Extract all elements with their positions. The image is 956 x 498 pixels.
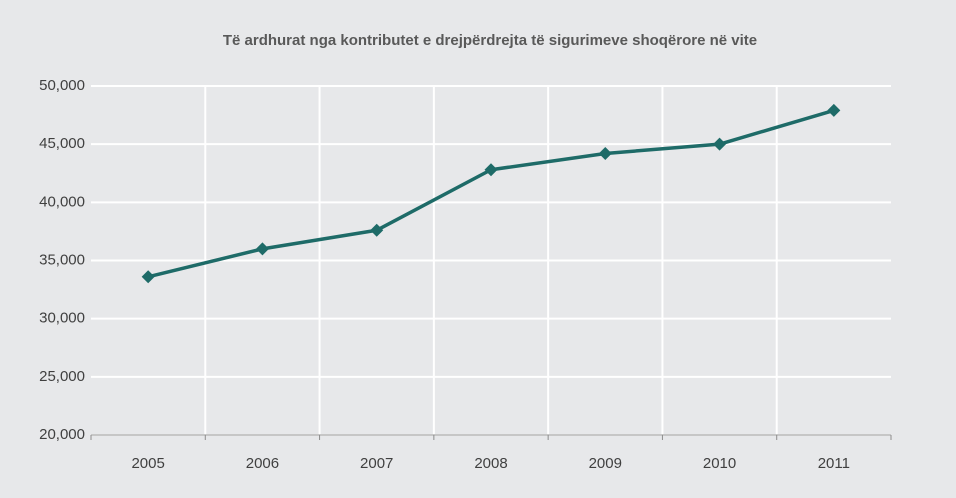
x-tick-label: 2010 [703, 455, 736, 472]
x-tick-label: 2007 [360, 455, 393, 472]
data-marker [370, 223, 384, 237]
y-tick-label: 40,000 [39, 193, 85, 210]
data-marker [598, 146, 612, 160]
data-marker [255, 242, 269, 256]
y-tick-label: 35,000 [39, 251, 85, 268]
x-tick-label: 2009 [589, 455, 622, 472]
x-tick-label: 2005 [131, 455, 164, 472]
y-tick-label: 45,000 [39, 135, 85, 152]
y-tick-label: 30,000 [39, 310, 85, 327]
data-line [147, 108, 835, 279]
y-tick-label: 25,000 [39, 368, 85, 385]
chart-title: Të ardhurat nga kontributet e drejpërdre… [222, 32, 758, 49]
y-tick-label: 50,000 [39, 77, 85, 94]
x-tick-label: 2008 [474, 455, 507, 472]
x-tick-label: 2011 [818, 455, 850, 472]
data-marker [713, 137, 727, 151]
y-tick-label: 20,000 [39, 426, 85, 443]
data-marker [827, 103, 841, 117]
x-tick-label: 2006 [246, 455, 279, 472]
data-marker [484, 163, 498, 177]
data-marker [141, 270, 155, 284]
